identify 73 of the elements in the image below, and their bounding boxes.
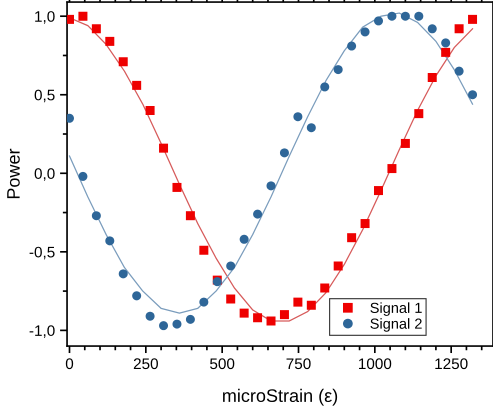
point [132, 291, 142, 300]
point [226, 261, 236, 270]
point [146, 312, 155, 321]
point [280, 148, 289, 158]
point [454, 66, 464, 76]
point [92, 211, 101, 220]
point [293, 298, 302, 307]
point [414, 12, 424, 21]
point [428, 24, 437, 34]
point [186, 314, 195, 324]
y-tick-label: 0,5 [34, 90, 55, 102]
point [414, 109, 424, 118]
point [172, 320, 182, 329]
x-tick-label: 500 [210, 358, 234, 370]
y-tick-label: 1,0 [35, 11, 55, 24]
point [293, 112, 302, 122]
y-tick-label: -1,0 [30, 325, 55, 338]
point [266, 316, 276, 326]
point [118, 269, 128, 278]
point [347, 42, 356, 51]
point [132, 80, 142, 90]
point [105, 36, 114, 46]
point [428, 72, 437, 82]
point [468, 14, 478, 24]
point [334, 65, 343, 74]
point [360, 27, 370, 36]
point [118, 57, 128, 66]
point [186, 211, 195, 220]
y-tick-label: -0,5 [30, 246, 55, 260]
point [306, 123, 316, 132]
point [441, 38, 450, 48]
point [226, 294, 236, 304]
point [146, 106, 155, 115]
point [374, 16, 383, 26]
x-tick-label: 250 [134, 358, 158, 370]
point [400, 12, 410, 21]
point [454, 24, 464, 34]
point [253, 313, 262, 322]
point [280, 310, 289, 320]
point [347, 233, 356, 242]
point [306, 300, 316, 310]
point [387, 12, 396, 21]
point [78, 172, 88, 181]
point [374, 186, 383, 196]
point [387, 164, 396, 174]
point [400, 138, 410, 148]
point [320, 82, 330, 92]
point [468, 90, 478, 100]
point [92, 24, 101, 34]
point [240, 308, 249, 318]
point [320, 283, 330, 292]
y-tick-label: 0,0 [34, 168, 55, 181]
x-axis-title: microStrain (ε) [223, 388, 338, 406]
point [253, 210, 262, 219]
point [78, 12, 88, 21]
point [441, 48, 450, 57]
point [199, 246, 208, 255]
x-tick-label: 1250 [435, 358, 468, 370]
point [159, 144, 168, 153]
point [266, 181, 276, 190]
point [159, 321, 168, 330]
point [199, 298, 208, 307]
point [172, 182, 182, 192]
x-tick-label: 750 [286, 358, 311, 370]
legend-label: Signal 2 [370, 318, 422, 332]
x-tick-label: 1000 [359, 358, 392, 370]
point [105, 236, 114, 246]
point [334, 261, 343, 270]
y-axis-title: Power [7, 148, 20, 198]
point [240, 234, 249, 244]
point [360, 219, 370, 228]
legend-label: Signal 1 [370, 302, 422, 316]
x-tick-label: 0 [66, 358, 74, 370]
